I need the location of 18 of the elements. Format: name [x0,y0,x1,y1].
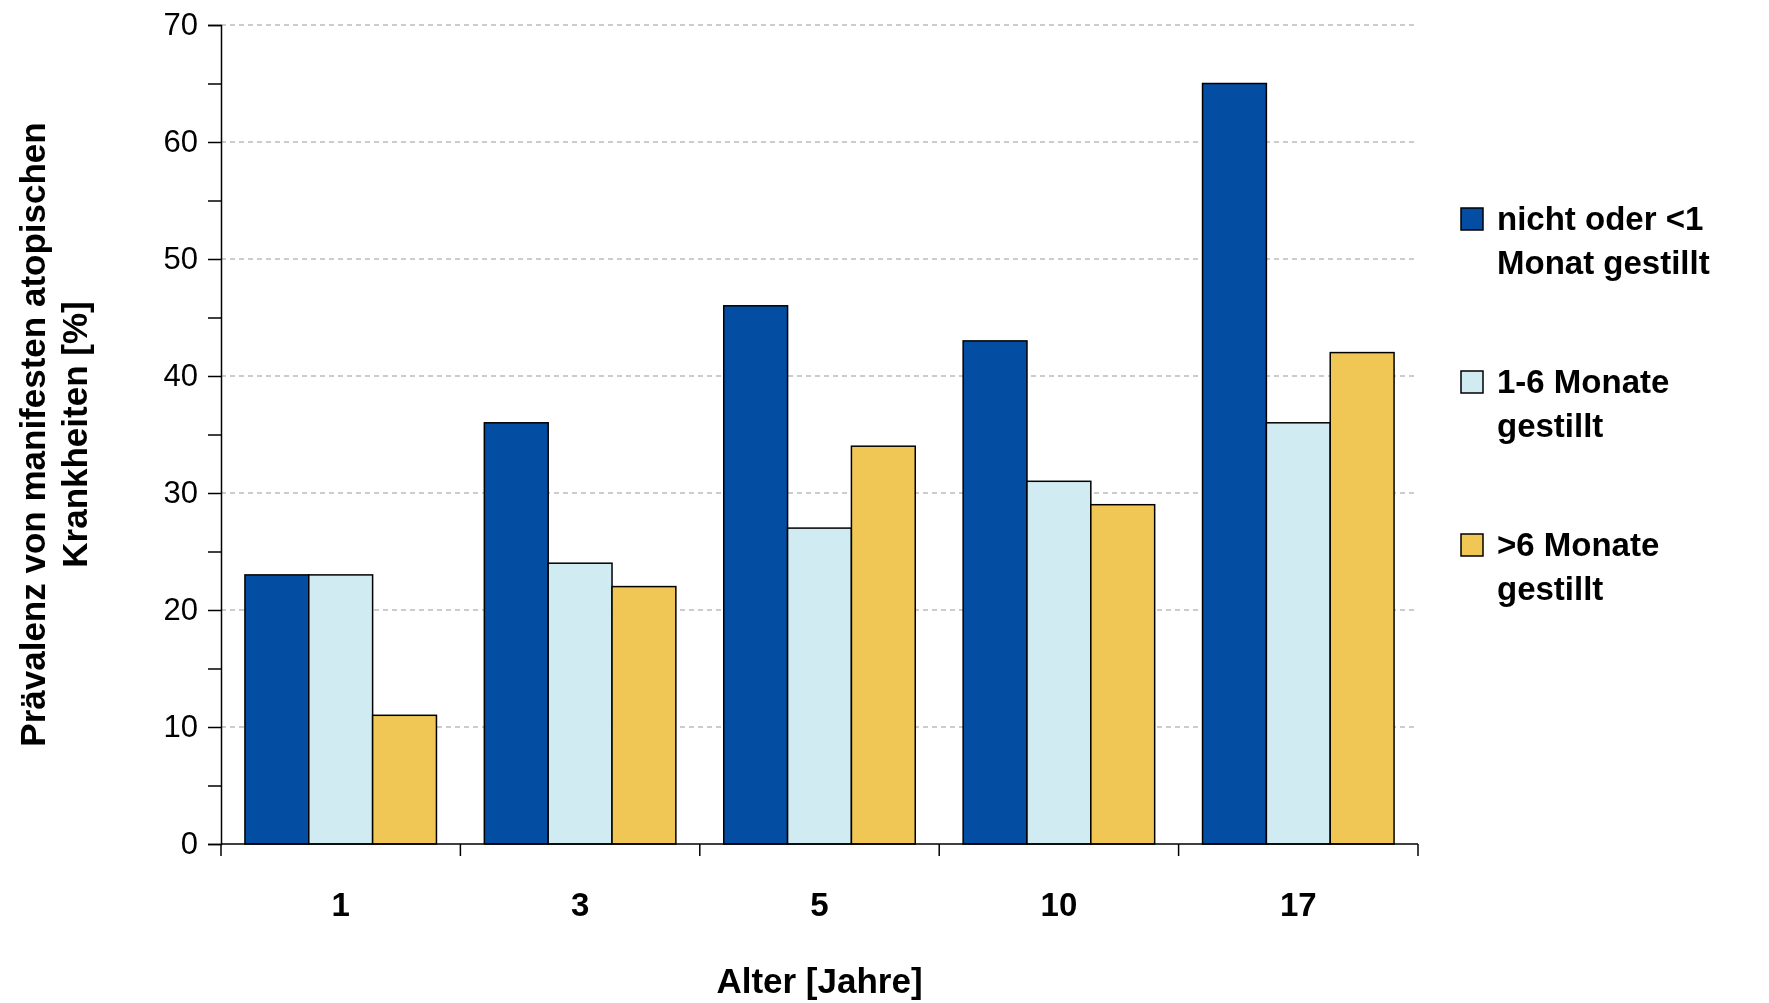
y-tick-label: 10 [163,709,198,745]
legend-label: 1-6 Monate gestillt [1497,363,1670,444]
y-tick-label: 50 [163,241,198,277]
y-tick-label: 70 [163,7,198,43]
y-axis-title: Prävalenz von manifesten atopischen Krankheiten [%] [13,122,94,747]
x-tick-label: 3 [570,886,590,923]
x-axis-title: Alter [Jahre] [716,961,923,1000]
legend-label: >6 Monate gestillt [1497,526,1660,607]
legend-label: nicht oder <1 Monat gestillt [1497,200,1710,281]
y-tick-label: 20 [163,592,198,628]
y-tick-label: 60 [163,124,198,160]
y-tick-label: 40 [163,358,198,394]
x-tick-label: 1 [331,886,350,923]
x-tick-label: 17 [1279,886,1317,923]
x-tick-label: 10 [1040,886,1078,923]
y-tick-label: 0 [180,826,198,862]
y-tick-label: 30 [163,475,198,511]
x-tick-label: 5 [810,886,829,923]
